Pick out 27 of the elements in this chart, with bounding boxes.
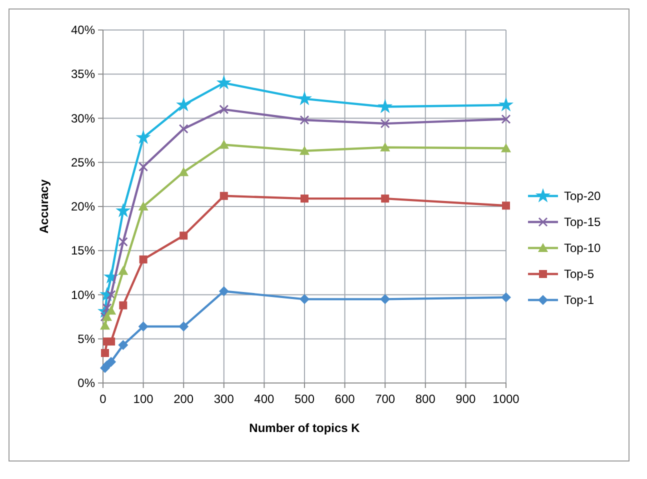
x-tick-label: 600 (334, 392, 356, 406)
x-tick-label: 300 (214, 392, 234, 406)
y-tick-label: 0% (78, 376, 96, 390)
legend-label: Top-1 (564, 293, 594, 307)
legend-label: Top-5 (564, 267, 594, 281)
x-tick-label: 900 (456, 392, 476, 406)
y-axis-title: Accuracy (37, 179, 51, 234)
legend-label: Top-10 (564, 241, 602, 255)
y-tick-label: 20% (70, 200, 96, 214)
legend-label: Top-20 (564, 189, 602, 203)
legend-label: Top-15 (564, 215, 602, 229)
y-tick-label: 30% (70, 111, 96, 126)
y-tick-label: 40% (70, 23, 96, 37)
y-tick-label: 5% (78, 332, 96, 346)
y-tick-label: 25% (70, 155, 96, 170)
x-tick-label: 200 (174, 392, 194, 406)
y-tick-label: 10% (70, 288, 96, 302)
x-tick-label: 700 (375, 392, 396, 406)
y-tick-label: 15% (70, 244, 96, 258)
y-tick-label: 35% (70, 67, 96, 82)
x-axis-title: Number of topics K (249, 421, 360, 435)
x-tick-label: 500 (294, 392, 315, 406)
x-tick-label: 1000 (492, 392, 520, 406)
x-tick-label: 400 (254, 392, 275, 406)
x-tick-label: 800 (415, 392, 436, 406)
x-tick-label: 100 (133, 392, 154, 406)
x-tick-label: 0 (100, 392, 107, 406)
